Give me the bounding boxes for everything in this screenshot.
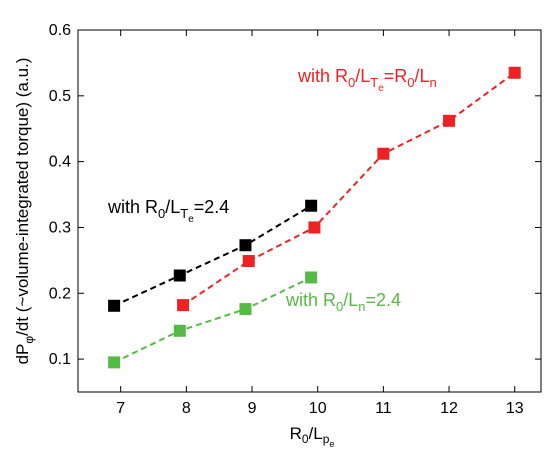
series-layer <box>108 66 521 369</box>
x-tick-label-2: 9 <box>248 400 257 417</box>
y-tick-label-1: 0.2 <box>49 285 71 302</box>
annotation-black: with R0/LTe=2.4 <box>107 197 229 225</box>
y-tick-label-0: 0.1 <box>49 351 71 368</box>
marker-s2-2 <box>239 303 252 316</box>
marker-s0-3 <box>305 199 318 212</box>
marker-s1-4 <box>443 114 456 127</box>
x-axis-title: R0/Lpe <box>290 424 335 449</box>
axis-ticks: 7 8 9 10 11 12 13 0.1 0.2 0.3 0.4 0.5 0.6 <box>49 22 541 417</box>
marker-s2-1 <box>173 324 186 337</box>
annotation-green: with R0/Ln=2.4 <box>285 290 401 314</box>
y-tick-label-2: 0.3 <box>49 219 71 236</box>
series-line-1 <box>182 71 516 306</box>
x-tick-label-1: 8 <box>182 400 191 417</box>
y-axis-title: dPφ/dt (~volume-integrated torque) (a.u.… <box>13 58 36 365</box>
marker-s0-1 <box>173 269 186 282</box>
series-line-0 <box>113 204 312 307</box>
y-tick-label-4: 0.5 <box>49 88 71 105</box>
marker-s1-1 <box>242 255 255 268</box>
marker-s1-0 <box>177 299 190 312</box>
annotation-red: with R0/LTe=R0/Ln <box>297 66 437 94</box>
marker-s2-3 <box>305 271 318 284</box>
marker-s1-5 <box>508 66 521 79</box>
marker-s2-0 <box>108 356 121 369</box>
y-tick-label-5: 0.6 <box>49 22 71 39</box>
marker-s0-2 <box>239 239 252 252</box>
x-tick-label-3: 10 <box>309 400 327 417</box>
x-tick-label-5: 12 <box>440 400 458 417</box>
x-tick-label-4: 11 <box>375 400 392 417</box>
x-tick-label-6: 13 <box>506 400 524 417</box>
y-tick-label-3: 0.4 <box>49 154 71 171</box>
marker-s0-0 <box>108 299 121 312</box>
marker-s1-2 <box>308 221 321 234</box>
x-tick-label-0: 7 <box>116 400 125 417</box>
marker-s1-3 <box>377 147 390 160</box>
